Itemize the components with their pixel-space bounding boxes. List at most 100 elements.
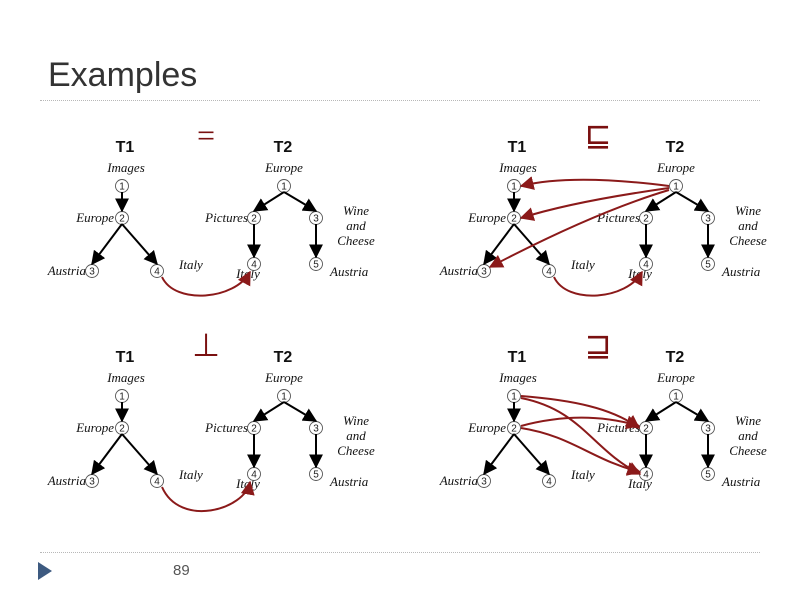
- t2-node-3-number: 3: [313, 214, 319, 225]
- t2-node-5-number: 5: [705, 470, 711, 481]
- t2-edge: [644, 401, 677, 422]
- page-number: 89: [173, 562, 190, 579]
- t2-node-label: Pictures: [596, 420, 640, 435]
- t1-node-1-number: 1: [119, 392, 125, 403]
- t2-edge: [252, 401, 285, 422]
- match-arrow: [161, 480, 255, 513]
- operator-subset: ⊑: [585, 117, 612, 153]
- t1-node-3-number: 3: [89, 477, 95, 488]
- t2-title: T2: [666, 139, 685, 156]
- match-arrow: [519, 176, 670, 190]
- t2-title: T2: [666, 349, 685, 366]
- t2-node-label: Wine and Cheese: [337, 413, 375, 458]
- t1-node-label: Europe: [75, 210, 114, 225]
- title-divider: [40, 100, 760, 101]
- t2-node-label: Wine and Cheese: [729, 413, 767, 458]
- t2-node-3-number: 3: [705, 214, 711, 225]
- slide-title: Examples: [48, 56, 198, 94]
- match-arrow: [488, 189, 670, 268]
- t1-node-label: Europe: [75, 420, 114, 435]
- t2-node-3-number: 3: [313, 424, 319, 435]
- t2-node-4-number: 4: [251, 470, 257, 481]
- bullet-arrow-icon: [38, 562, 52, 580]
- t2-node-label: Wine and Cheese: [729, 203, 767, 248]
- t1-node-2-number: 2: [511, 424, 517, 435]
- t1-node-2-number: 2: [119, 424, 125, 435]
- t2-node-label: Austria: [329, 264, 369, 279]
- t1-node-2-number: 2: [511, 214, 517, 225]
- operator-superset: ⊒: [585, 327, 612, 363]
- t1-node-4-number: 4: [154, 267, 160, 278]
- t1-node-label: Images: [498, 370, 537, 385]
- t2-node-2-number: 2: [643, 424, 649, 435]
- t2-edge: [644, 191, 677, 212]
- t1-node-label: Images: [106, 160, 145, 175]
- t1-title: T1: [508, 349, 527, 366]
- t2-edge: [283, 401, 318, 422]
- match-arrow: [161, 270, 251, 297]
- t2-node-label: Austria: [721, 264, 761, 279]
- t1-node-label: Italy: [178, 257, 203, 272]
- t2-node-5-number: 5: [313, 260, 319, 271]
- t1-title: T1: [116, 139, 135, 156]
- t2-node-label: Europe: [264, 160, 303, 175]
- t1-node-2-number: 2: [119, 214, 125, 225]
- t1-edge: [513, 433, 550, 476]
- t1-node-1-number: 1: [511, 392, 517, 403]
- t2-title: T2: [274, 139, 293, 156]
- t1-node-1-number: 1: [511, 182, 517, 193]
- t1-node-3-number: 3: [89, 267, 95, 278]
- t1-node-label: Europe: [467, 420, 506, 435]
- t2-node-label: Europe: [264, 370, 303, 385]
- t2-node-label: Wine and Cheese: [337, 203, 375, 248]
- t1-title: T1: [508, 139, 527, 156]
- t1-node-label: Austria: [47, 473, 87, 488]
- t1-node-label: Europe: [467, 210, 506, 225]
- t1-node-label: Austria: [47, 263, 87, 278]
- t2-node-label: Pictures: [596, 210, 640, 225]
- t2-node-label: Pictures: [204, 210, 248, 225]
- t1-node-3-number: 3: [481, 477, 487, 488]
- t1-edge: [121, 433, 158, 476]
- t2-node-1-number: 1: [281, 392, 287, 403]
- t1-node-4-number: 4: [154, 477, 160, 488]
- t1-node-3-number: 3: [481, 267, 487, 278]
- t2-node-2-number: 2: [251, 424, 257, 435]
- t1-edge: [121, 223, 158, 266]
- t1-title: T1: [116, 349, 135, 366]
- t1-edge: [513, 223, 550, 266]
- t1-edge: [91, 433, 123, 476]
- t2-edge: [675, 401, 710, 422]
- t1-node-label: Austria: [439, 263, 479, 278]
- t1-edge: [483, 433, 515, 476]
- match-arrow: [520, 397, 642, 475]
- t2-node-4-number: 4: [251, 260, 257, 271]
- t2-node-2-number: 2: [643, 214, 649, 225]
- t2-node-1-number: 1: [281, 182, 287, 193]
- t2-node-2-number: 2: [251, 214, 257, 225]
- t1-node-label: Austria: [439, 473, 479, 488]
- t2-node-5-number: 5: [313, 470, 319, 481]
- t2-node-label: Pictures: [204, 420, 248, 435]
- t2-node-label: Europe: [656, 370, 695, 385]
- t1-node-label: Images: [106, 370, 145, 385]
- t1-node-label: Italy: [178, 467, 203, 482]
- t2-edge: [252, 191, 285, 212]
- t2-title: T2: [274, 349, 293, 366]
- t1-node-label: Italy: [570, 467, 595, 482]
- t2-node-1-number: 1: [673, 182, 679, 193]
- footer-divider: [40, 552, 760, 553]
- t2-node-4-number: 4: [643, 470, 649, 481]
- t1-node-4-number: 4: [546, 267, 552, 278]
- t2-node-label: Austria: [721, 474, 761, 489]
- operator-disjoint: ⊥: [192, 327, 220, 363]
- t1-edge: [91, 223, 123, 266]
- match-arrow: [520, 427, 642, 476]
- t2-node-1-number: 1: [673, 392, 679, 403]
- t2-node-label: Europe: [656, 160, 695, 175]
- t1-node-4-number: 4: [546, 477, 552, 488]
